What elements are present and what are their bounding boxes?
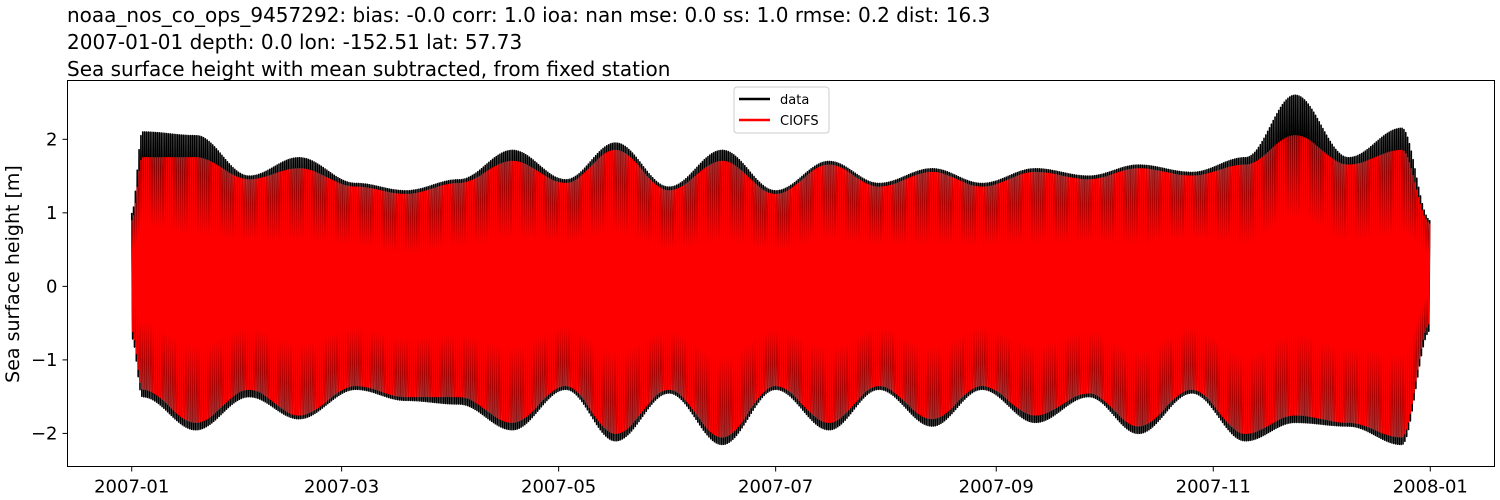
- x-tick-label: 2007-05: [521, 477, 596, 498]
- legend-label-ciofs: CIOFS: [780, 114, 819, 129]
- x-tick-label: 2007-07: [738, 477, 813, 498]
- title-line-description: Sea surface height with mean subtracted,…: [67, 57, 671, 81]
- series-layer: [130, 94, 1431, 446]
- legend-label-data: data: [780, 93, 809, 108]
- x-tick-label: 2007-03: [304, 477, 379, 498]
- title-line-stats: noaa_nos_co_ops_9457292: bias: -0.0 corr…: [67, 3, 991, 27]
- legend: data CIOFS: [733, 86, 830, 134]
- x-tick-label: 2008-01: [1393, 477, 1468, 498]
- y-tick-label: −1: [31, 350, 58, 371]
- x-tick-label: 2007-09: [959, 477, 1034, 498]
- series-line-ciofs: [131, 134, 1431, 438]
- x-tick-label: 2007-01: [94, 477, 169, 498]
- y-axis: −2 −1 0 1 2: [31, 129, 68, 444]
- x-tick-label: 2007-11: [1176, 477, 1251, 498]
- y-tick-label: −2: [31, 423, 58, 444]
- y-tick-label: 1: [46, 203, 57, 224]
- y-tick-label: 0: [46, 276, 57, 297]
- y-tick-label: 2: [46, 129, 57, 150]
- x-axis: 2007-01 2007-03 2007-05 2007-07 2007-09 2007-…: [94, 466, 1468, 498]
- series-line-data: [130, 94, 1431, 446]
- figure-title: noaa_nos_co_ops_9457292: bias: -0.0 corr…: [67, 2, 990, 83]
- title-line-location: 2007-01-01 depth: 0.0 lon: -152.51 lat: …: [67, 30, 523, 54]
- y-axis-label: Sea surface height [m]: [2, 165, 24, 383]
- plot-frame: [67, 80, 1495, 467]
